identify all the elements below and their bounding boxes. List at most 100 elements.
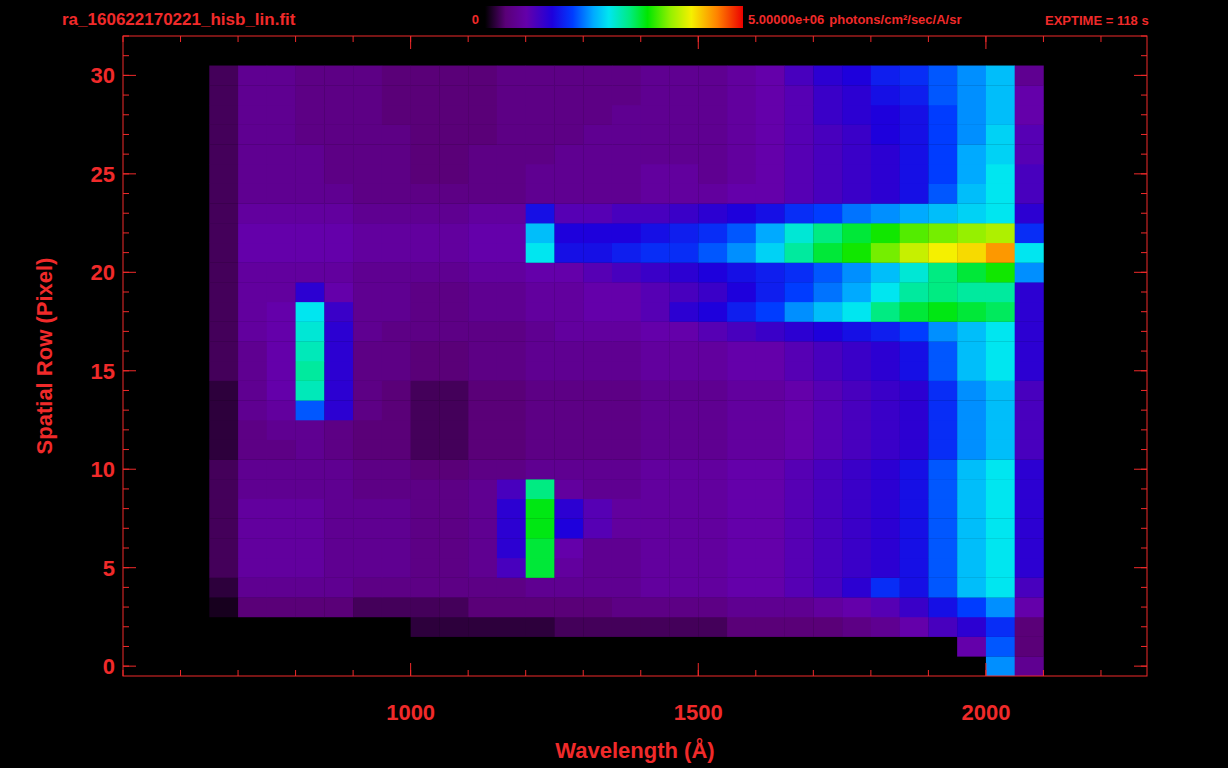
cell: [324, 322, 353, 342]
cell: [957, 105, 986, 125]
cell: [353, 538, 382, 558]
cell: [439, 400, 468, 420]
cell: [900, 341, 929, 361]
cell: [756, 558, 785, 578]
minor-tick: [1043, 670, 1044, 676]
cell: [209, 440, 238, 460]
cell: [238, 499, 267, 519]
cell: [641, 558, 670, 578]
cell: [209, 341, 238, 361]
cell: [267, 558, 296, 578]
cell: [842, 440, 871, 460]
cell: [871, 243, 900, 263]
x-tick-label: 2000: [961, 700, 1010, 725]
cell: [411, 637, 440, 657]
cell: [497, 203, 526, 223]
cell: [583, 125, 612, 145]
cell: [871, 381, 900, 401]
cell: [209, 243, 238, 263]
minor-tick: [123, 646, 129, 647]
cell: [324, 459, 353, 479]
cell: [727, 105, 756, 125]
minor-tick: [1141, 626, 1147, 627]
cell: [353, 164, 382, 184]
cell: [727, 144, 756, 164]
minor-tick: [123, 154, 129, 155]
cell: [612, 262, 641, 282]
cell: [986, 184, 1015, 204]
minor-tick: [1141, 114, 1147, 115]
cell: [554, 440, 583, 460]
cell: [382, 656, 411, 676]
minor-tick: [1141, 508, 1147, 509]
y-tick: [123, 272, 136, 273]
cell: [382, 361, 411, 381]
cell: [842, 105, 871, 125]
cell: [583, 164, 612, 184]
cell: [324, 518, 353, 538]
cell: [497, 558, 526, 578]
cell: [1015, 262, 1044, 282]
minor-tick: [1141, 390, 1147, 391]
cell: [439, 499, 468, 519]
cell: [612, 400, 641, 420]
cell: [670, 479, 699, 499]
cell: [1015, 656, 1044, 676]
cell: [267, 518, 296, 538]
cell: [986, 479, 1015, 499]
cell: [583, 262, 612, 282]
cell: [900, 105, 929, 125]
cell: [871, 499, 900, 519]
cell: [612, 381, 641, 401]
y-tick: [123, 469, 136, 470]
cell: [439, 440, 468, 460]
cell: [641, 538, 670, 558]
minor-tick: [1141, 232, 1147, 233]
cell: [353, 105, 382, 125]
cell: [957, 538, 986, 558]
minor-tick: [123, 331, 129, 332]
cell: [1015, 125, 1044, 145]
cell: [928, 144, 957, 164]
cell: [871, 203, 900, 223]
cell: [497, 361, 526, 381]
cell: [641, 125, 670, 145]
cell: [756, 322, 785, 342]
cell: [986, 66, 1015, 86]
cell: [986, 223, 1015, 243]
cell: [353, 144, 382, 164]
minor-tick: [1141, 646, 1147, 647]
cell: [670, 617, 699, 637]
cell: [1015, 144, 1044, 164]
cell: [238, 243, 267, 263]
cell: [986, 243, 1015, 263]
cell: [468, 637, 497, 657]
cell: [785, 125, 814, 145]
cell: [670, 125, 699, 145]
cell: [698, 322, 727, 342]
cell: [727, 322, 756, 342]
cell: [698, 656, 727, 676]
cell: [267, 381, 296, 401]
cell: [497, 637, 526, 657]
cell: [526, 322, 555, 342]
cell: [382, 637, 411, 657]
cell: [439, 459, 468, 479]
title: ra_160622170221_hisb_lin.fit: [62, 10, 296, 29]
minor-tick: [123, 429, 129, 430]
cell: [900, 617, 929, 637]
cell: [267, 361, 296, 381]
cell: [957, 66, 986, 86]
cell: [957, 85, 986, 105]
minor-tick: [123, 607, 129, 608]
minor-tick: [123, 449, 129, 450]
cell: [756, 381, 785, 401]
cell: [727, 262, 756, 282]
cell: [411, 203, 440, 223]
cell: [871, 341, 900, 361]
cell: [583, 420, 612, 440]
y-tick: [123, 173, 136, 174]
cell: [209, 459, 238, 479]
cell: [641, 341, 670, 361]
cell: [900, 459, 929, 479]
